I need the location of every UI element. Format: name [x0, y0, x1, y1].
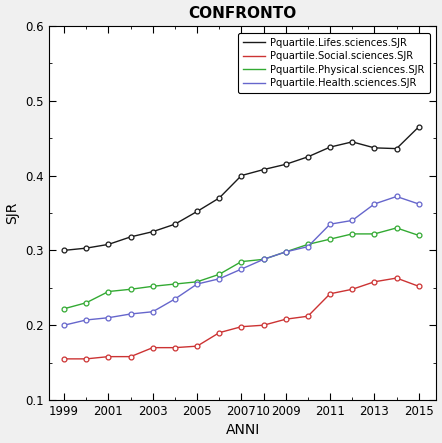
Pquartile.Health.sciences.SJR — [128, 311, 133, 317]
Line: Pquartile.Social.sciences.SJR: Pquartile.Social.sciences.SJR — [62, 276, 421, 361]
Pquartile.Health.sciences.SJR — [217, 276, 222, 281]
Pquartile.Health.sciences.SJR — [416, 201, 421, 206]
Line: Pquartile.Lifes.sciences.SJR: Pquartile.Lifes.sciences.SJR — [62, 124, 421, 253]
Pquartile.Physical.sciences.SJR — [194, 279, 200, 284]
Pquartile.Lifes.sciences.SJR — [194, 209, 200, 214]
Pquartile.Health.sciences.SJR — [328, 222, 333, 227]
Pquartile.Health.sciences.SJR — [61, 323, 67, 328]
Pquartile.Lifes.sciences.SJR — [416, 124, 421, 129]
Pquartile.Social.sciences.SJR — [261, 323, 266, 328]
Pquartile.Social.sciences.SJR — [61, 356, 67, 361]
Pquartile.Lifes.sciences.SJR — [305, 154, 311, 159]
Pquartile.Physical.sciences.SJR — [305, 242, 311, 247]
Pquartile.Social.sciences.SJR — [305, 314, 311, 319]
Pquartile.Physical.sciences.SJR — [394, 225, 399, 231]
Title: CONFRONTO: CONFRONTO — [188, 6, 297, 20]
Y-axis label: SJR: SJR — [6, 202, 19, 224]
Pquartile.Physical.sciences.SJR — [261, 256, 266, 262]
Line: Pquartile.Physical.sciences.SJR: Pquartile.Physical.sciences.SJR — [62, 225, 421, 311]
Pquartile.Physical.sciences.SJR — [416, 233, 421, 238]
Pquartile.Social.sciences.SJR — [372, 279, 377, 284]
Pquartile.Social.sciences.SJR — [106, 354, 111, 359]
Pquartile.Physical.sciences.SJR — [283, 249, 288, 255]
Pquartile.Lifes.sciences.SJR — [128, 234, 133, 240]
Pquartile.Physical.sciences.SJR — [350, 231, 355, 237]
X-axis label: ANNI: ANNI — [225, 424, 259, 437]
Pquartile.Physical.sciences.SJR — [172, 281, 178, 287]
Line: Pquartile.Health.sciences.SJR: Pquartile.Health.sciences.SJR — [62, 194, 421, 328]
Pquartile.Physical.sciences.SJR — [328, 237, 333, 242]
Pquartile.Social.sciences.SJR — [239, 324, 244, 329]
Pquartile.Lifes.sciences.SJR — [172, 222, 178, 227]
Pquartile.Social.sciences.SJR — [350, 287, 355, 292]
Pquartile.Lifes.sciences.SJR — [239, 173, 244, 178]
Pquartile.Social.sciences.SJR — [84, 356, 89, 361]
Pquartile.Lifes.sciences.SJR — [61, 248, 67, 253]
Pquartile.Health.sciences.SJR — [394, 194, 399, 199]
Pquartile.Lifes.sciences.SJR — [328, 144, 333, 150]
Pquartile.Health.sciences.SJR — [194, 281, 200, 287]
Pquartile.Health.sciences.SJR — [350, 218, 355, 223]
Pquartile.Health.sciences.SJR — [372, 201, 377, 206]
Pquartile.Health.sciences.SJR — [84, 317, 89, 323]
Pquartile.Health.sciences.SJR — [261, 256, 266, 262]
Pquartile.Lifes.sciences.SJR — [261, 167, 266, 172]
Pquartile.Physical.sciences.SJR — [106, 289, 111, 294]
Pquartile.Lifes.sciences.SJR — [106, 242, 111, 247]
Pquartile.Physical.sciences.SJR — [217, 272, 222, 277]
Pquartile.Social.sciences.SJR — [150, 345, 156, 350]
Pquartile.Social.sciences.SJR — [394, 276, 399, 281]
Pquartile.Physical.sciences.SJR — [372, 231, 377, 237]
Pquartile.Physical.sciences.SJR — [61, 306, 67, 311]
Pquartile.Physical.sciences.SJR — [150, 284, 156, 289]
Pquartile.Social.sciences.SJR — [128, 354, 133, 359]
Pquartile.Lifes.sciences.SJR — [394, 146, 399, 151]
Pquartile.Physical.sciences.SJR — [84, 300, 89, 305]
Pquartile.Health.sciences.SJR — [283, 249, 288, 255]
Pquartile.Health.sciences.SJR — [305, 244, 311, 249]
Pquartile.Physical.sciences.SJR — [128, 287, 133, 292]
Pquartile.Lifes.sciences.SJR — [150, 229, 156, 234]
Pquartile.Social.sciences.SJR — [416, 284, 421, 289]
Pquartile.Lifes.sciences.SJR — [84, 245, 89, 251]
Pquartile.Lifes.sciences.SJR — [372, 145, 377, 151]
Pquartile.Health.sciences.SJR — [106, 315, 111, 320]
Pquartile.Social.sciences.SJR — [172, 345, 178, 350]
Pquartile.Lifes.sciences.SJR — [217, 195, 222, 201]
Legend: Pquartile.Lifes.sciences.SJR, Pquartile.Social.sciences.SJR, Pquartile.Physical.: Pquartile.Lifes.sciences.SJR, Pquartile.… — [238, 33, 430, 93]
Pquartile.Health.sciences.SJR — [150, 309, 156, 315]
Pquartile.Lifes.sciences.SJR — [350, 139, 355, 144]
Pquartile.Health.sciences.SJR — [172, 296, 178, 302]
Pquartile.Lifes.sciences.SJR — [283, 162, 288, 167]
Pquartile.Physical.sciences.SJR — [239, 259, 244, 264]
Pquartile.Social.sciences.SJR — [283, 317, 288, 322]
Pquartile.Social.sciences.SJR — [328, 291, 333, 296]
Pquartile.Health.sciences.SJR — [239, 266, 244, 272]
Pquartile.Social.sciences.SJR — [217, 330, 222, 335]
Pquartile.Social.sciences.SJR — [194, 343, 200, 349]
